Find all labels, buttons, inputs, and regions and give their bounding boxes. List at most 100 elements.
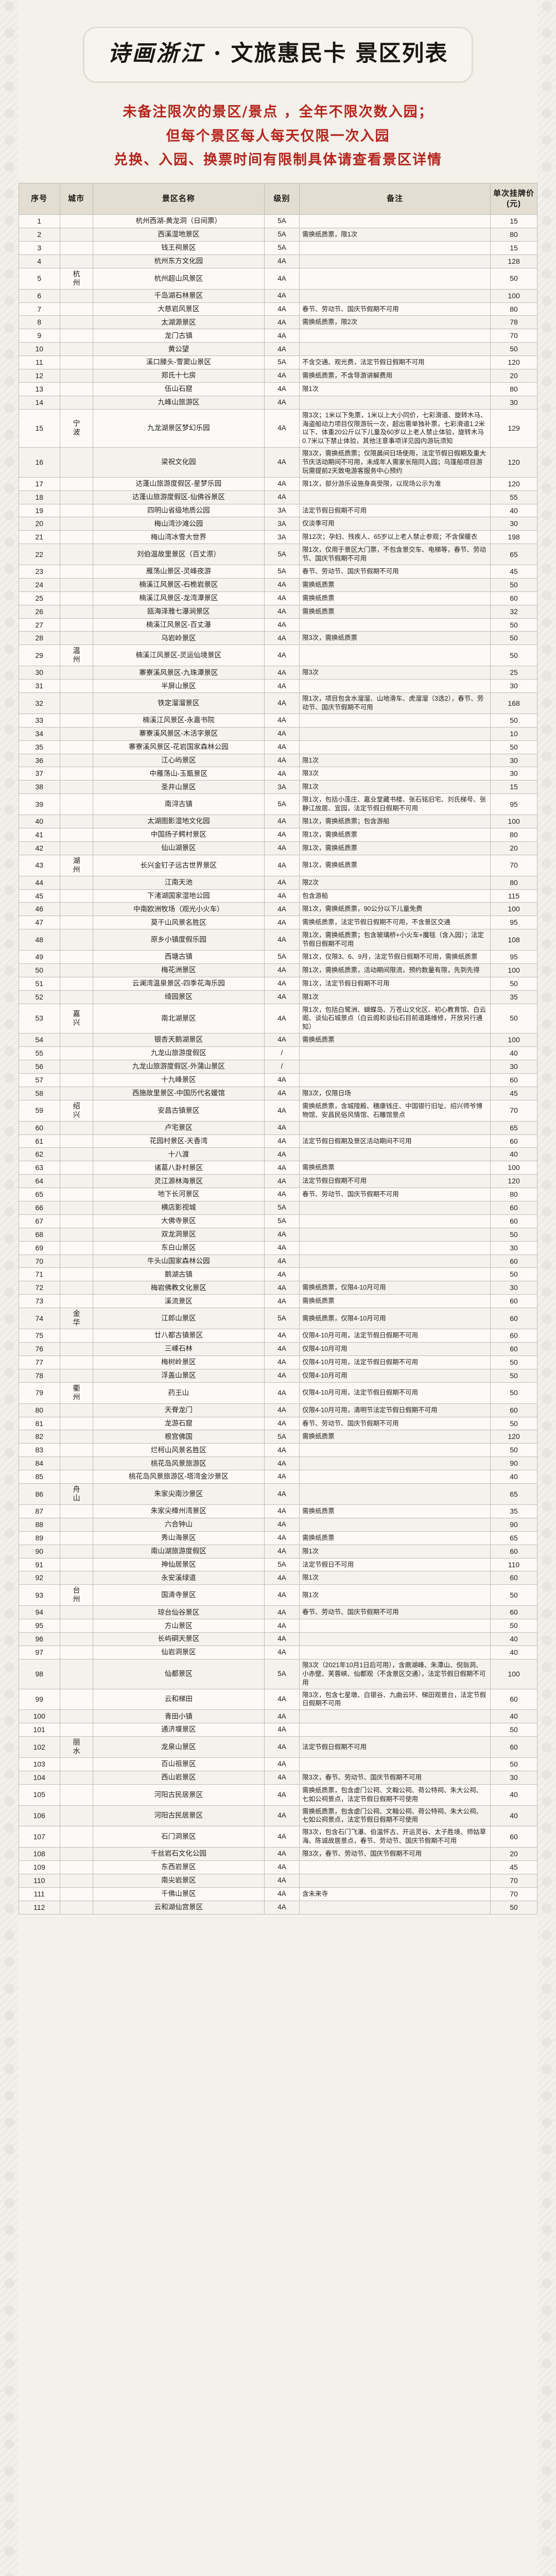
cell-price: 40: [490, 1147, 537, 1162]
cell-no: 38: [19, 780, 60, 794]
cell-no: 34: [19, 726, 60, 741]
cell-name: 圣井山景区: [92, 780, 265, 794]
cell-name: 千佛山景区: [92, 1887, 265, 1901]
table-row: 51 云澜湾温泉景区-四季花海乐园 4A 限1次，法定节假日假期不可用 50: [19, 976, 537, 991]
cell-no: 48: [19, 929, 60, 951]
cell-price: 120: [490, 355, 537, 370]
notice-block: 未备注限次的景区/景点 ，全年不限次数入园； 但每个景区每人每天仅限一次入园 兑…: [19, 87, 537, 182]
cell-name: 桃花岛风景旅游区: [92, 1456, 265, 1471]
cell-level: 4A: [264, 1241, 300, 1255]
cell-note: 需换纸质票: [299, 578, 491, 592]
table-row: 59 绍兴 安昌古镇景区 4A 需换纸质票，含城隍殿、穗康钱庄、中国银行旧址、绍兴师爷博…: [19, 1099, 537, 1122]
cell-level: 4A: [264, 1826, 300, 1848]
table-row: 53 嘉兴 南北湖景区 4A 限1次，包括白鹭洲、蝴蝶岛、万苍山文化区、初心教育馆、白云…: [19, 1003, 537, 1034]
cell-city: [59, 1342, 93, 1356]
cell-price: 50: [490, 1355, 537, 1369]
cell-price: 65: [490, 1531, 537, 1545]
cell-note: 春节、劳动节、国庆节假期不可用: [299, 1416, 491, 1431]
cell-no: 99: [19, 1688, 60, 1710]
table-row: 54 银杏天鹅湖景区 4A 需换纸质票 100: [19, 1033, 537, 1047]
cell-no: 19: [19, 503, 60, 518]
col-header-price: 单次挂牌价(元): [490, 182, 537, 215]
cell-city: [59, 875, 93, 890]
cell-city: [59, 228, 93, 242]
cell-level: 4A: [264, 1632, 300, 1646]
cell-note: 限3次: [299, 767, 491, 781]
cell-name: 青田小镇: [92, 1709, 265, 1724]
cell-level: 4A: [264, 1174, 300, 1189]
cell-city: [59, 214, 93, 228]
cell-price: 30: [490, 1241, 537, 1255]
cell-city: [59, 950, 93, 964]
cell-note: [299, 490, 491, 504]
cell-note: [299, 1073, 491, 1087]
cell-note: 限1次，项目包含水溜溜、山地滑车、虎溜溜（3选2），春节、劳动节、国庆节假期不可…: [299, 692, 491, 714]
cell-name: 花园村景区-天香湾: [92, 1134, 265, 1148]
table-row: 78 浮盖山景区 4A 仅限4-10月可用 50: [19, 1368, 537, 1383]
cell-level: 4A: [264, 1456, 300, 1471]
table-row: 5 杭州 杭州超山风景区 4A 50: [19, 267, 537, 290]
cell-price: 40: [490, 1784, 537, 1806]
cell-no: 45: [19, 889, 60, 903]
cell-city: [59, 902, 93, 917]
cell-price: 20: [490, 841, 537, 855]
cell-price: 100: [490, 1033, 537, 1047]
cell-level: 5A: [264, 355, 300, 370]
cell-level: 4A: [264, 591, 300, 605]
cell-no: 72: [19, 1281, 60, 1295]
cell-price: 40: [490, 1470, 537, 1484]
cell-note: [299, 1632, 491, 1646]
cell-price: 50: [490, 1267, 537, 1282]
cell-city: [59, 841, 93, 855]
table-row: 40 太湖图影湿地文化园 4A 限1次，需换纸质票；包含游船 100: [19, 814, 537, 828]
table-row: 20 梅山湾沙滩公园 3A 仅淡季可用 30: [19, 517, 537, 531]
table-row: 18 达蓬山旅游度假区-仙佛谷景区 4A 55: [19, 490, 537, 504]
cell-price: 45: [490, 1086, 537, 1100]
cell-price: 70: [490, 329, 537, 343]
table-row: 11 溪口滕头-雪窦山景区 5A 不含交通、观光费，法定节假日假期不可用 120: [19, 355, 537, 370]
cell-city: [59, 1709, 93, 1724]
cell-name: 梅山湾冰雪大世界: [92, 530, 265, 545]
cell-price: 129: [490, 409, 537, 448]
table-row: 31 半屏山景区 4A 30: [19, 679, 537, 693]
cell-city: [59, 395, 93, 410]
cell-note: 限3次，仅限日场: [299, 1086, 491, 1100]
cell-note: 法定节假日不可用: [299, 1557, 491, 1572]
title-section: 诗画浙江 · 文旅惠民卡 景区列表: [19, 0, 537, 87]
cell-level: 4A: [264, 726, 300, 741]
table-row: 105 河阳古民居景区 4A 需换纸质票，包含虚门公祠、文翰公祠、荷公特祠、朱大公祠、…: [19, 1784, 537, 1806]
cell-name: 龙门古镇: [92, 329, 265, 343]
cell-note: [299, 267, 491, 290]
cell-no: 98: [19, 1658, 60, 1689]
cell-name: 大佛寺景区: [92, 1214, 265, 1228]
table-row: 38 圣井山景区 3A 限1次 15: [19, 780, 537, 794]
cell-city: [59, 1688, 93, 1710]
table-row: 65 地下长河景区 4A 春节、劳动节、国庆节假期不可用 80: [19, 1188, 537, 1201]
table-row: 73 溪流景区 4A 需换纸质票 60: [19, 1294, 537, 1309]
cell-no: 83: [19, 1443, 60, 1458]
cell-price: 40: [490, 1805, 537, 1827]
cell-no: 82: [19, 1430, 60, 1444]
cell-note: [299, 713, 491, 727]
cell-no: 91: [19, 1557, 60, 1572]
cell-city: [59, 1470, 93, 1484]
table-row: 8 太湖源景区 4A 需换纸质票，限2次 78: [19, 315, 537, 330]
cell-city: [59, 976, 93, 991]
cell-no: 64: [19, 1174, 60, 1189]
cell-level: 4A: [264, 1470, 300, 1484]
cell-note: 限1次: [299, 753, 491, 768]
cell-no: 6: [19, 289, 60, 303]
cell-price: 50: [490, 1619, 537, 1633]
cell-no: 75: [19, 1329, 60, 1343]
left-border-ornament: [0, 0, 19, 2576]
cell-note: 限1次，需换纸质票；包含游船: [299, 814, 491, 828]
cell-no: 51: [19, 976, 60, 991]
cell-note: 限2次: [299, 875, 491, 890]
cell-note: 法定节假日假期不可用: [299, 503, 491, 518]
cell-city: 丽水: [59, 1736, 93, 1758]
cell-city: [59, 916, 93, 930]
cell-note: 限1次，包括白鹭洲、蝴蝶岛、万苍山文化区、初心教育馆、白云阁、谈仙石城景点（白云…: [299, 1003, 491, 1034]
cell-city: [59, 1046, 93, 1060]
cell-no: 67: [19, 1214, 60, 1228]
table-row: 23 雁荡山景区-灵峰夜游 5A 春节、劳动节、国庆节假期不可用 45: [19, 565, 537, 579]
